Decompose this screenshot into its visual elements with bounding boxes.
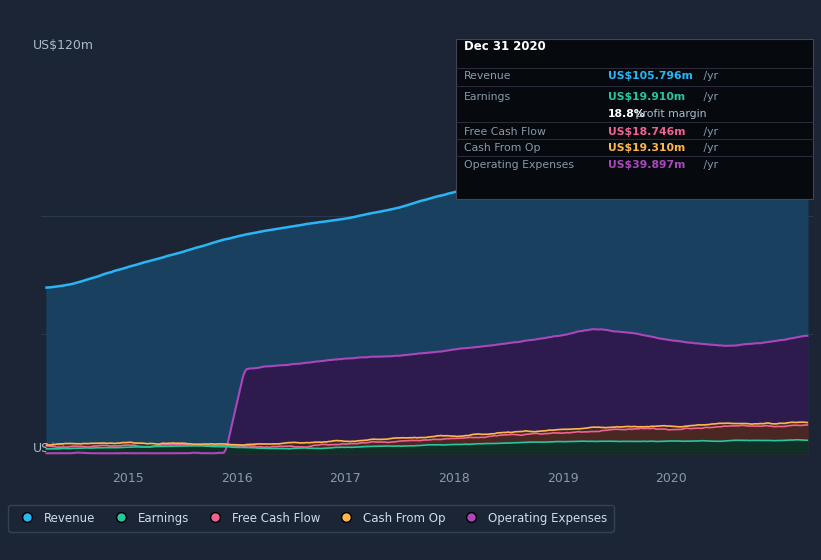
Text: US$120m: US$120m (34, 39, 94, 52)
Text: 18.8%: 18.8% (608, 109, 645, 119)
Text: Operating Expenses: Operating Expenses (464, 160, 574, 170)
Text: /yr: /yr (700, 143, 718, 153)
Text: US$105.796m: US$105.796m (608, 71, 692, 81)
Text: US$39.897m: US$39.897m (608, 160, 685, 170)
Text: /yr: /yr (700, 127, 718, 137)
Legend: Revenue, Earnings, Free Cash Flow, Cash From Op, Operating Expenses: Revenue, Earnings, Free Cash Flow, Cash … (8, 505, 614, 531)
Text: /yr: /yr (700, 71, 718, 81)
Text: US$19.310m: US$19.310m (608, 143, 685, 153)
Text: Free Cash Flow: Free Cash Flow (464, 127, 546, 137)
Text: Earnings: Earnings (464, 92, 511, 102)
Text: Dec 31 2020: Dec 31 2020 (464, 40, 546, 53)
Text: US$19.910m: US$19.910m (608, 92, 685, 102)
Text: /yr: /yr (700, 92, 718, 102)
Text: US$0: US$0 (34, 442, 67, 455)
Text: Revenue: Revenue (464, 71, 511, 81)
Text: Cash From Op: Cash From Op (464, 143, 540, 153)
Text: /yr: /yr (700, 160, 718, 170)
Text: profit margin: profit margin (632, 109, 707, 119)
Text: US$18.746m: US$18.746m (608, 127, 685, 137)
